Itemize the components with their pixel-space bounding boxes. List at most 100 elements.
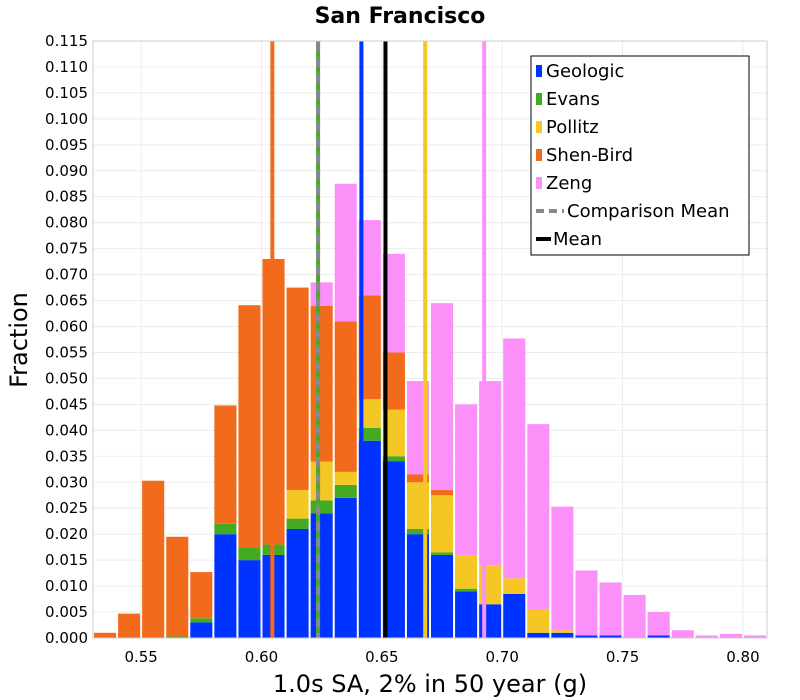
bar-shen-bird [238,305,261,548]
bar-pollitz [503,578,526,594]
bar-geologic [334,497,357,638]
y-tick-label: 0.095 [45,136,88,154]
bar-geologic [431,554,454,638]
bar-evans [431,552,454,555]
bar-shen-bird [358,295,381,400]
y-tick-label: 0.115 [45,32,88,50]
x-axis-label: 1.0s SA, 2% in 50 year (g) [273,670,587,698]
bar-zeng [551,506,574,631]
y-tick-label: 0.070 [45,266,88,284]
legend-swatch-zeng [536,177,542,189]
bar-evans [310,500,333,514]
bar-geologic [455,591,478,638]
bar-pollitz [382,409,405,457]
bar-zeng [382,253,405,353]
legend-label-comparison-mean: Comparison Mean [567,201,730,222]
bar-pollitz [334,471,357,485]
bars [94,183,766,638]
bar-zeng [719,633,742,638]
bar-zeng [647,612,670,636]
legend-label-zeng: Zeng [546,173,592,194]
y-tick-label: 0.015 [45,551,88,569]
bar-pollitz [551,630,574,633]
y-tick-label: 0.085 [45,188,88,206]
bar-zeng [455,404,478,555]
bar-evans [382,456,405,462]
bar-geologic [190,622,213,638]
x-tick-label: 0.60 [245,648,278,666]
y-tick-label: 0.000 [45,629,88,647]
vertical-lines [270,41,487,638]
legend-label-geologic: Geologic [546,61,624,82]
legend-swatch-evans [536,93,542,105]
bar-geologic [310,513,333,638]
bar-shen-bird [286,287,309,491]
x-tick-label: 0.80 [726,648,759,666]
legend-swatch-geologic [536,65,542,77]
bar-geologic [575,635,598,638]
legend-box [530,55,750,256]
y-tick-label: 0.105 [45,84,88,102]
plot-frame [92,40,768,639]
bar-shen-bird [310,305,333,462]
bar-evans [166,636,189,638]
bar-shen-bird [166,536,189,637]
bar-evans [358,427,381,441]
y-tick-label: 0.100 [45,110,88,128]
bar-zeng [334,183,357,322]
bar-evans [455,588,478,592]
bar-zeng [431,303,454,491]
y-tick-label: 0.005 [45,603,88,621]
y-tick-label: 0.025 [45,499,88,517]
bar-zeng [575,570,598,636]
y-tick-label: 0.065 [45,292,88,310]
bar-evans [406,528,429,535]
bar-zeng [503,338,526,579]
bar-geologic [527,632,550,638]
bar-pollitz [431,495,454,553]
y-tick-label: 0.040 [45,421,88,439]
bar-pollitz [527,609,550,633]
legend-swatch-shen-bird [536,149,542,161]
x-tick-label: 0.75 [606,648,639,666]
bar-shen-bird [94,632,117,638]
x-tick-label: 0.55 [124,648,157,666]
bar-pollitz [358,399,381,428]
bar-zeng [623,594,646,638]
y-tick-label: 0.030 [45,473,88,491]
legend-label-mean: Mean [553,229,602,250]
bar-shen-bird [118,613,141,638]
y-tick-label: 0.110 [45,58,88,76]
bar-shen-bird [431,490,454,496]
bar-zeng [743,635,766,638]
y-tick-label: 0.045 [45,395,88,413]
bar-pollitz [286,490,309,519]
legend-label-shen-bird: Shen-Bird [546,145,633,166]
y-tick-label: 0.090 [45,162,88,180]
y-tick-label: 0.020 [45,525,88,543]
bar-zeng [358,220,381,296]
bar-shen-bird [334,321,357,472]
bar-zeng [310,282,333,306]
y-tick-label: 0.035 [45,447,88,465]
bar-evans [214,523,237,535]
chart-title: San Francisco [315,4,486,29]
bar-evans [238,547,261,561]
legend: Geologic Evans Pollitz Shen-Bird Zeng Compari… [530,55,750,256]
legend-label-evans: Evans [546,89,600,110]
x-tick-label: 0.70 [486,648,519,666]
bar-shen-bird [214,405,237,524]
bar-geologic [358,440,381,638]
bar-zeng [695,635,718,638]
bar-geologic [599,635,622,638]
y-tick-label: 0.050 [45,369,88,387]
y-axis-label: Fraction [5,292,33,388]
legend-label-pollitz: Pollitz [546,117,599,138]
bar-shen-bird [190,572,213,619]
bar-geologic [238,560,261,638]
bar-geologic [214,534,237,638]
bar-pollitz [310,461,333,501]
y-tick-label: 0.060 [45,318,88,336]
bar-zeng [599,582,622,636]
